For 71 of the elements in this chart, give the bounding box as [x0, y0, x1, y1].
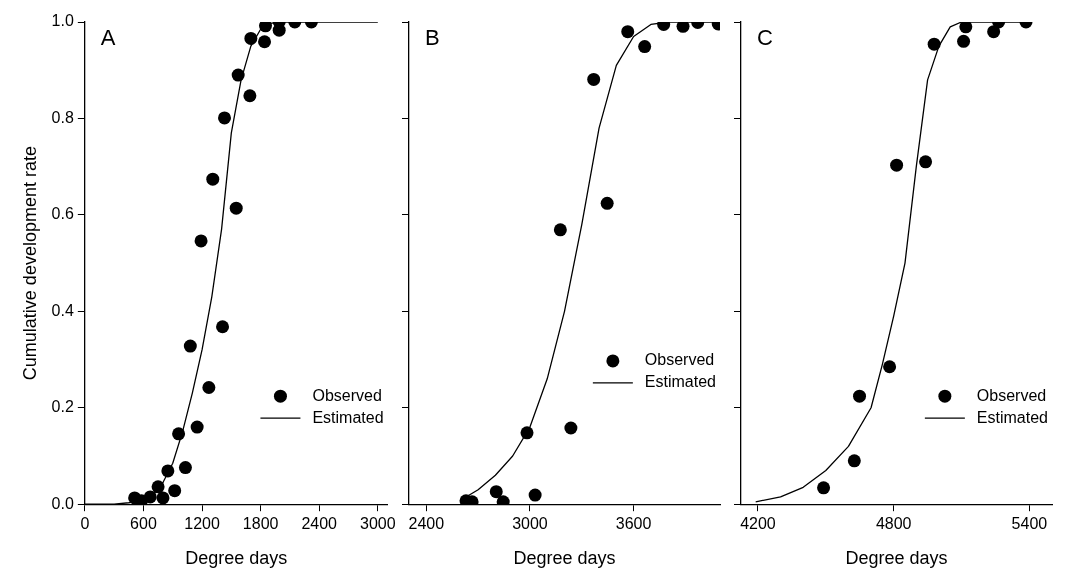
point	[847, 454, 861, 468]
x-tick-label: 0	[80, 515, 90, 533]
point	[676, 22, 690, 33]
point	[161, 464, 175, 478]
point	[957, 34, 971, 48]
annotation: C	[757, 25, 773, 51]
point	[638, 40, 652, 54]
x-tick-label: 1800	[242, 515, 279, 533]
x-axis-title: Degree days	[845, 548, 948, 569]
point	[190, 420, 204, 434]
legend-label: Estimated	[976, 408, 1048, 426]
point	[564, 421, 578, 435]
point	[883, 360, 897, 374]
x-tick-label: 600	[130, 515, 157, 533]
point	[890, 158, 904, 172]
point	[231, 68, 245, 82]
point	[168, 484, 182, 498]
point	[553, 223, 567, 237]
point	[151, 480, 165, 494]
y-tick-label: 0.4	[51, 301, 74, 319]
x-axis-title: Degree days	[185, 548, 288, 569]
x-tick-label: 2400	[408, 515, 445, 533]
x-tick-label: 3000	[360, 515, 396, 533]
y-axis-title: Cumulative development rate	[19, 146, 40, 381]
point	[258, 35, 272, 49]
x-tick-label: 1200	[184, 515, 220, 533]
point	[244, 31, 258, 45]
point	[919, 155, 933, 169]
point	[927, 37, 941, 51]
y-tick-label: 0.8	[51, 108, 74, 126]
point	[853, 389, 867, 403]
point	[178, 461, 192, 475]
legend-label: Observed	[976, 386, 1047, 404]
x-tick-label: 3000	[512, 515, 548, 533]
point	[143, 490, 157, 504]
x-tick-label: 2400	[301, 515, 338, 533]
point	[216, 320, 230, 334]
y-tick-label: 1.0	[51, 12, 74, 30]
point	[183, 339, 197, 353]
point	[600, 196, 614, 210]
x-tick-label: 4200	[740, 515, 776, 533]
point	[206, 172, 220, 186]
x-tick-label: 3600	[615, 515, 652, 533]
point	[587, 72, 601, 86]
legend-label: Observed	[644, 351, 715, 369]
point	[987, 25, 1001, 39]
y-tick-label: 0.2	[51, 398, 74, 416]
point	[489, 485, 503, 499]
x-axis-title: Degree days	[513, 548, 616, 569]
y-tick-label: 0.6	[51, 205, 74, 223]
legend-label: Estimated	[312, 408, 384, 426]
point	[259, 22, 273, 33]
point	[817, 481, 831, 495]
annotation: B	[425, 25, 440, 51]
point	[194, 234, 208, 248]
point	[156, 491, 170, 505]
point	[217, 111, 231, 125]
y-tick-label: 0.0	[51, 494, 74, 512]
point	[959, 22, 973, 34]
annotation: A	[100, 25, 116, 51]
point	[243, 89, 257, 103]
x-tick-label: 5400	[1011, 515, 1048, 533]
point	[202, 381, 216, 395]
point	[229, 201, 243, 215]
point	[520, 426, 534, 440]
legend-label: Observed	[312, 386, 382, 404]
point	[172, 427, 186, 441]
point	[621, 25, 635, 39]
legend-label: Estimated	[644, 373, 716, 391]
point	[528, 488, 542, 502]
x-tick-label: 4800	[875, 515, 912, 533]
